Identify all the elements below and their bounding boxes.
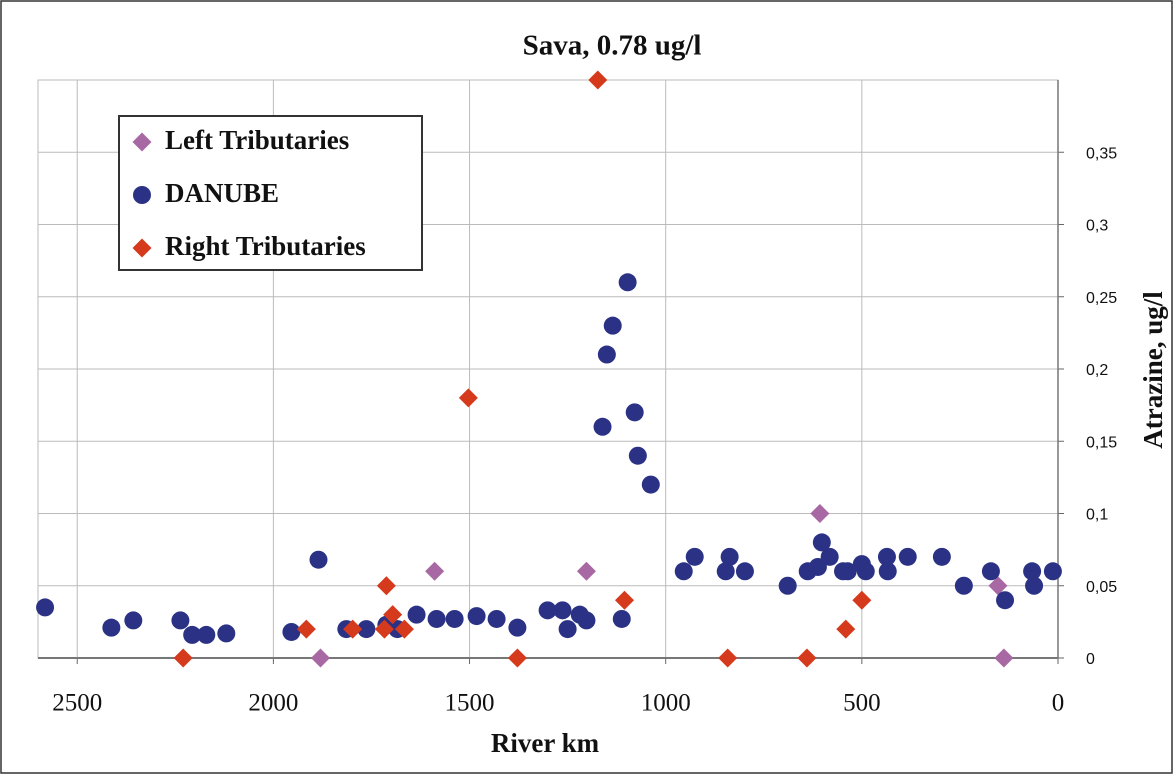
point	[618, 273, 637, 292]
point	[898, 547, 917, 566]
point	[685, 547, 704, 566]
point	[996, 591, 1015, 610]
point	[597, 345, 616, 364]
y-tick-label: 0,05	[1086, 579, 1117, 596]
x-tick-label: 1500	[445, 690, 495, 717]
legend-marker	[133, 186, 151, 204]
point	[812, 533, 831, 552]
point	[343, 619, 363, 639]
point	[553, 601, 572, 620]
chart-title: Sava, 0.78 ug/l	[523, 30, 702, 62]
point	[878, 562, 897, 581]
point	[838, 562, 857, 581]
point	[217, 624, 236, 643]
x-tick-label: 2000	[248, 690, 298, 717]
point	[394, 619, 414, 639]
point	[716, 562, 735, 581]
point	[374, 619, 394, 639]
point	[558, 620, 577, 639]
point	[852, 590, 872, 610]
point	[797, 648, 817, 668]
point	[593, 417, 612, 436]
y-tick-label: 0,2	[1086, 362, 1108, 379]
point	[877, 547, 896, 566]
y-tick-label: 0,15	[1086, 434, 1117, 451]
point	[988, 576, 1008, 596]
point	[197, 625, 216, 644]
y-tick-label: 0,25	[1086, 290, 1117, 307]
point	[507, 648, 527, 668]
legend-label: Right Tributaries	[165, 231, 366, 261]
point	[994, 648, 1014, 668]
point	[625, 403, 644, 422]
point	[183, 625, 202, 644]
point	[718, 648, 738, 668]
point	[1043, 562, 1062, 581]
x-tick-label: 2500	[52, 690, 102, 717]
point	[808, 557, 827, 576]
point	[810, 504, 830, 523]
x-tick-label: 0	[1052, 690, 1065, 717]
point	[856, 562, 875, 581]
point	[674, 562, 693, 581]
point	[641, 475, 660, 494]
point	[124, 611, 143, 630]
point	[720, 547, 739, 566]
point	[1023, 562, 1042, 581]
point	[577, 611, 596, 630]
point	[1025, 576, 1044, 595]
point	[615, 590, 634, 610]
point	[296, 619, 316, 639]
point	[467, 607, 486, 626]
y-tick-label: 0	[1086, 651, 1095, 668]
point	[954, 576, 973, 595]
point	[310, 648, 330, 668]
point	[603, 316, 622, 335]
point	[508, 618, 527, 637]
x-tick-label: 1000	[641, 690, 691, 717]
point	[628, 446, 647, 465]
point	[173, 648, 193, 668]
y-tick-label: 0,1	[1086, 507, 1108, 524]
point	[588, 70, 608, 90]
point	[282, 622, 301, 641]
point	[407, 605, 426, 624]
x-tick-label: 500	[843, 690, 881, 717]
y-tick-label: 0,3	[1086, 218, 1108, 235]
legend-label: DANUBE	[165, 178, 279, 208]
y-tick-label: 0,35	[1086, 145, 1117, 162]
y-axis-label: Atrazine, ug/l	[1138, 291, 1168, 449]
point	[487, 609, 506, 628]
point	[576, 561, 596, 581]
point	[427, 609, 446, 628]
point	[171, 611, 190, 630]
legend-box	[118, 115, 423, 271]
legend-label: Left Tributaries	[165, 125, 349, 155]
point	[102, 618, 121, 637]
point	[445, 609, 464, 628]
point	[612, 609, 631, 628]
legend-marker	[132, 238, 152, 258]
point	[981, 562, 1000, 581]
point	[376, 576, 396, 596]
legend-marker	[132, 132, 152, 152]
point	[836, 619, 856, 639]
point	[383, 605, 403, 625]
point	[425, 561, 445, 581]
point	[458, 388, 478, 408]
point	[778, 576, 797, 595]
point	[735, 562, 754, 581]
x-axis-label: River km	[491, 728, 600, 758]
point	[357, 620, 376, 639]
point	[820, 547, 839, 566]
point	[932, 547, 951, 566]
point	[309, 550, 328, 569]
point	[538, 601, 557, 620]
point	[36, 598, 55, 617]
